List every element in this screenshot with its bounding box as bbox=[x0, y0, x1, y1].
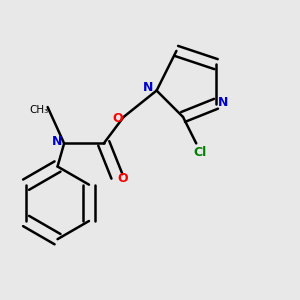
Text: Cl: Cl bbox=[194, 146, 207, 159]
Text: O: O bbox=[118, 172, 128, 184]
Text: N: N bbox=[52, 135, 62, 148]
Text: O: O bbox=[112, 112, 123, 125]
Text: N: N bbox=[218, 96, 229, 109]
Text: CH₃: CH₃ bbox=[30, 105, 49, 116]
Text: N: N bbox=[143, 81, 154, 94]
